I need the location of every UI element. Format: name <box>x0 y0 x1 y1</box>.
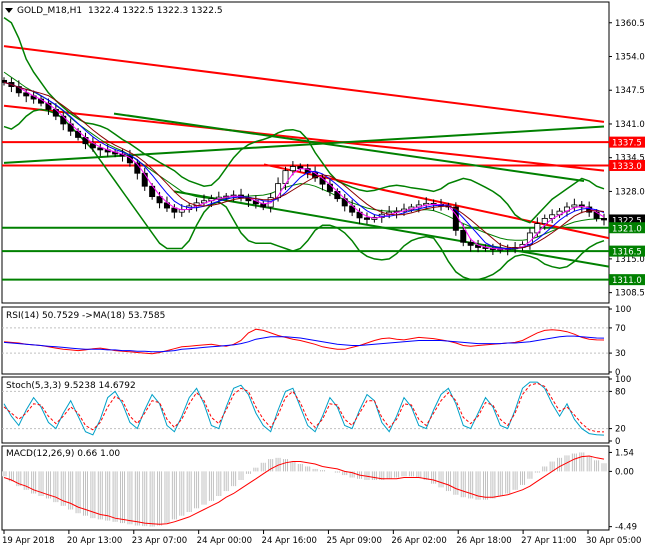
stoch-y-tick-label: 80 <box>615 387 626 397</box>
candlestick <box>141 172 148 187</box>
x-tick-label: 19 Apr 2018 <box>2 536 55 546</box>
macd-panel-title: MACD(12,26,9) 0.66 1.00 <box>6 449 120 459</box>
price-label-text: 1333.0 <box>612 162 642 172</box>
stoch-y-tick-label: 0 <box>615 437 620 447</box>
x-tick-label: 24 Apr 16:00 <box>262 536 317 546</box>
candlestick <box>601 218 607 221</box>
candlestick <box>467 241 474 246</box>
price-y-tick-label: 1334.5 <box>615 154 645 164</box>
stoch-signal-line <box>3 382 605 433</box>
stoch-y-tick-label: 100 <box>615 375 631 385</box>
candlestick <box>334 191 341 200</box>
stoch-main-line <box>3 381 605 436</box>
macd-y-tick-label: -4.49 <box>615 523 637 533</box>
candlestick <box>156 196 163 204</box>
bollinger-upper-line <box>3 16 605 224</box>
rsi-ma-line <box>3 335 605 353</box>
stoch-y-tick-label: 20 <box>615 425 626 435</box>
candlestick <box>363 217 370 220</box>
macd-y-tick-label: 1.54 <box>615 448 634 458</box>
candlestick <box>541 218 548 224</box>
rsi-panel[interactable] <box>1 306 610 375</box>
candlestick <box>2 79 7 83</box>
candlestick <box>23 92 30 97</box>
price-label-box <box>609 245 645 257</box>
price-label-box <box>609 222 645 234</box>
candlestick <box>97 147 104 151</box>
price-label-box <box>609 214 645 226</box>
price-label-text: 1337.5 <box>612 139 642 149</box>
trend-line <box>113 112 585 183</box>
candlestick <box>289 166 296 172</box>
macd-signal-line <box>3 455 605 525</box>
candlestick <box>571 204 578 208</box>
collapse-triangle-icon[interactable] <box>5 8 13 13</box>
price-label-box <box>609 159 645 171</box>
x-tick-label: 26 Apr 02:00 <box>391 536 446 546</box>
rsi-y-tick-label: 100 <box>615 305 631 315</box>
rsi-y-tick-label: 70 <box>615 324 626 334</box>
candlestick <box>460 229 467 243</box>
price-y-tick-label: 1308.5 <box>615 289 645 299</box>
price-label-text: 1322.5 <box>612 216 642 226</box>
bollinger-lower-line <box>3 108 605 281</box>
price-label-box <box>609 274 645 286</box>
candlestick <box>89 143 96 149</box>
x-tick-label: 24 Apr 00:00 <box>197 536 252 546</box>
candlestick <box>15 86 22 94</box>
trend-line <box>173 190 609 268</box>
x-tick-label: 20 Apr 13:00 <box>67 536 122 546</box>
price-ohlc-readout: 1322.4 1322.5 1322.3 1322.5 <box>88 6 223 16</box>
x-tick-label: 27 Apr 11:00 <box>521 536 576 546</box>
x-tick-label: 23 Apr 07:00 <box>132 536 187 546</box>
price-panel-title: GOLD_M18,H1 <box>17 6 82 16</box>
x-tick-label: 25 Apr 09:00 <box>326 536 381 546</box>
stoch-panel-title: Stoch(5,3,3) 9.5238 14.6792 <box>6 381 136 391</box>
trend-line <box>3 104 605 172</box>
x-tick-label: 30 Apr 05:00 <box>586 536 641 546</box>
price-y-tick-label: 1315.0 <box>615 255 645 265</box>
trend-line <box>3 125 605 164</box>
price-y-tick-label: 1328.0 <box>615 187 645 197</box>
slow-ma-line <box>3 81 605 250</box>
price-label-box <box>609 136 645 148</box>
trend-line <box>3 45 605 123</box>
macd-y-tick-label: 0.00 <box>615 467 634 477</box>
x-tick-label: 26 Apr 18:00 <box>456 536 511 546</box>
candlestick <box>52 109 59 117</box>
rsi-panel-title: RSI(14) 50.7529 ->MA(18) 53.7585 <box>6 311 165 321</box>
price-y-tick-label: 1360.5 <box>615 19 645 29</box>
price-y-tick-label: 1354.0 <box>615 52 645 62</box>
price-label-text: 1316.5 <box>612 248 642 258</box>
price-label-text: 1321.0 <box>612 224 642 234</box>
rsi-y-tick-label: 30 <box>615 349 626 359</box>
fast-ma-line <box>3 81 605 250</box>
price-y-tick-label: 1341.0 <box>615 120 645 130</box>
price-panel[interactable] <box>1 1 610 304</box>
slower-ma-line <box>3 81 605 249</box>
trend-line <box>263 163 609 240</box>
rsi-y-tick-label: 0 <box>615 368 620 378</box>
price-label-text: 1311.0 <box>612 276 642 286</box>
candlestick <box>60 115 67 125</box>
candlestick <box>326 183 333 192</box>
price-y-tick-label: 1347.5 <box>615 86 645 96</box>
bollinger-middle-line <box>3 71 605 241</box>
